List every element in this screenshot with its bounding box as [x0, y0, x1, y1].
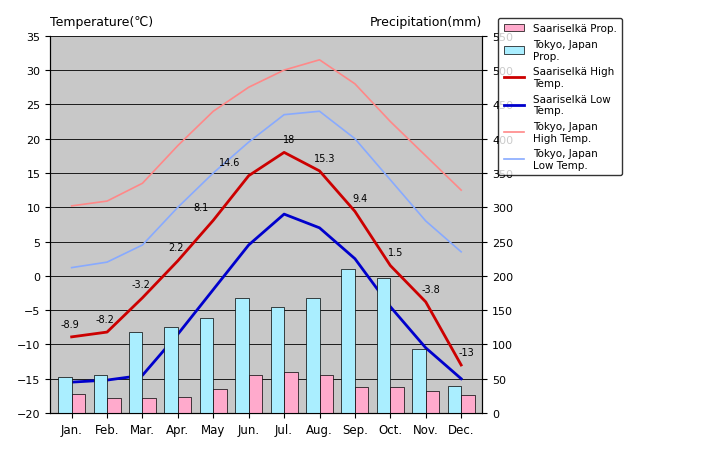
Bar	[377, 278, 390, 413]
Bar	[107, 398, 120, 413]
Bar	[164, 328, 178, 413]
Bar	[213, 389, 227, 413]
Bar	[320, 375, 333, 413]
Bar	[94, 375, 107, 413]
Text: 14.6: 14.6	[219, 158, 240, 168]
Text: -13: -13	[459, 347, 474, 357]
Text: Temperature(℃): Temperature(℃)	[50, 16, 153, 29]
Text: -8.9: -8.9	[60, 319, 79, 329]
Text: Precipitation(mm): Precipitation(mm)	[370, 16, 482, 29]
Text: 15.3: 15.3	[314, 153, 336, 163]
Bar	[413, 349, 426, 413]
Text: -8.2: -8.2	[96, 314, 114, 324]
Bar	[461, 395, 474, 413]
Bar	[271, 308, 284, 413]
Text: -3.2: -3.2	[131, 280, 150, 290]
Bar	[448, 386, 461, 413]
Text: -3.8: -3.8	[422, 284, 441, 294]
Bar	[72, 395, 85, 413]
Bar	[200, 319, 213, 413]
Bar	[284, 372, 297, 413]
Text: 18: 18	[283, 135, 295, 145]
Bar	[341, 269, 355, 413]
Bar	[178, 397, 192, 413]
Text: 8.1: 8.1	[193, 202, 209, 213]
Legend: Saariselkä Prop., Tokyo, Japan
Prop., Saariselkä High
Temp., Saariselkä Low
Temp: Saariselkä Prop., Tokyo, Japan Prop., Sa…	[498, 19, 622, 176]
Bar	[355, 387, 369, 413]
Text: 2.2: 2.2	[168, 243, 184, 253]
Text: 9.4: 9.4	[353, 194, 368, 204]
Bar	[306, 298, 320, 413]
Bar	[426, 391, 439, 413]
Bar	[248, 375, 262, 413]
Text: 1.5: 1.5	[388, 248, 403, 257]
Bar	[390, 387, 404, 413]
Bar	[235, 298, 248, 413]
Bar	[58, 377, 72, 413]
Bar	[143, 398, 156, 413]
Bar	[129, 332, 143, 413]
